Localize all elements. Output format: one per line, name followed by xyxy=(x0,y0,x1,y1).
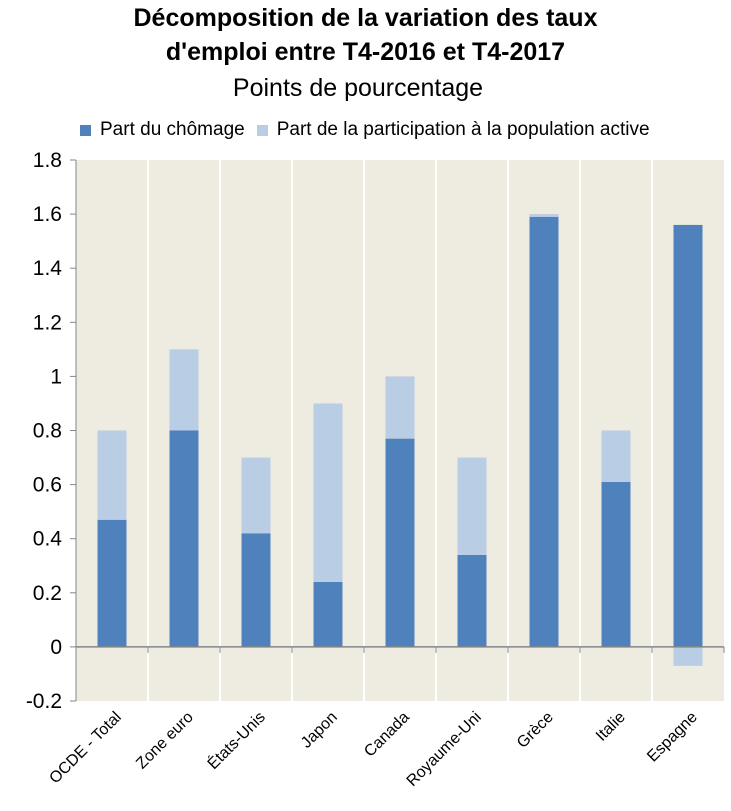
bar-participation xyxy=(529,214,559,217)
legend-swatch-participation xyxy=(256,124,268,136)
x-category-label: Japon xyxy=(298,709,341,752)
y-tick-label: 0.4 xyxy=(33,528,63,551)
bar-unemployment xyxy=(457,554,487,647)
y-tick-label: 0.2 xyxy=(33,582,62,605)
y-tick-label: 1.4 xyxy=(33,257,63,280)
x-category-label: OCDE - Total xyxy=(46,709,124,787)
bar-participation xyxy=(241,457,271,534)
y-tick-label: 0.8 xyxy=(33,420,62,443)
bar-participation xyxy=(97,430,127,520)
x-category-label: Royaume-Uni xyxy=(404,709,485,790)
legend-label-participation: Part de la participation à la population… xyxy=(276,119,650,140)
chart-subtitle: Points de pourcentage xyxy=(232,74,484,102)
x-category-label: Zone euro xyxy=(133,709,197,773)
bar-unemployment xyxy=(385,438,415,647)
y-tick-label: 1 xyxy=(50,365,62,388)
x-category-label: Canada xyxy=(361,709,413,761)
legend-label-unemployment: Part du chômage xyxy=(100,119,245,140)
bar-unemployment xyxy=(673,224,703,647)
legend-item-unemployment: Part du chômage xyxy=(80,119,245,141)
y-tick-label: 1.2 xyxy=(33,311,62,334)
x-category-label: Grèce xyxy=(514,709,557,752)
bar-unemployment xyxy=(601,481,631,647)
bar-participation xyxy=(673,646,703,666)
chart-title-line-2: d'emploi entre T4-2016 et T4-2017 xyxy=(165,38,566,66)
bar-unemployment xyxy=(241,533,271,647)
y-tick-label: 1.8 xyxy=(33,149,62,172)
y-tick-label: 0 xyxy=(50,636,62,659)
y-tick-label: -0.2 xyxy=(26,690,62,713)
x-category-label: États-Unis xyxy=(203,707,269,773)
bar-participation xyxy=(169,349,199,431)
bar-unemployment xyxy=(313,581,343,647)
legend-item-participation: Part de la participation à la population… xyxy=(256,119,650,141)
x-category-label: Espagne xyxy=(644,709,701,766)
legend: Part du chômage Part de la participation… xyxy=(80,117,662,143)
bar-unemployment xyxy=(169,430,199,647)
bar-unemployment xyxy=(529,216,559,647)
legend-swatch-unemployment xyxy=(80,124,91,136)
y-tick-label: 1.6 xyxy=(33,203,62,226)
y-tick-label: 0.6 xyxy=(33,474,62,497)
chart-title-line-1: Décomposition de la variation des taux xyxy=(133,4,598,32)
bar-participation xyxy=(313,403,343,582)
x-category-label: Italie xyxy=(593,709,629,745)
bar-participation xyxy=(601,430,631,482)
bar-unemployment xyxy=(97,519,127,647)
bar-participation xyxy=(385,376,415,439)
bar-participation xyxy=(457,457,487,555)
